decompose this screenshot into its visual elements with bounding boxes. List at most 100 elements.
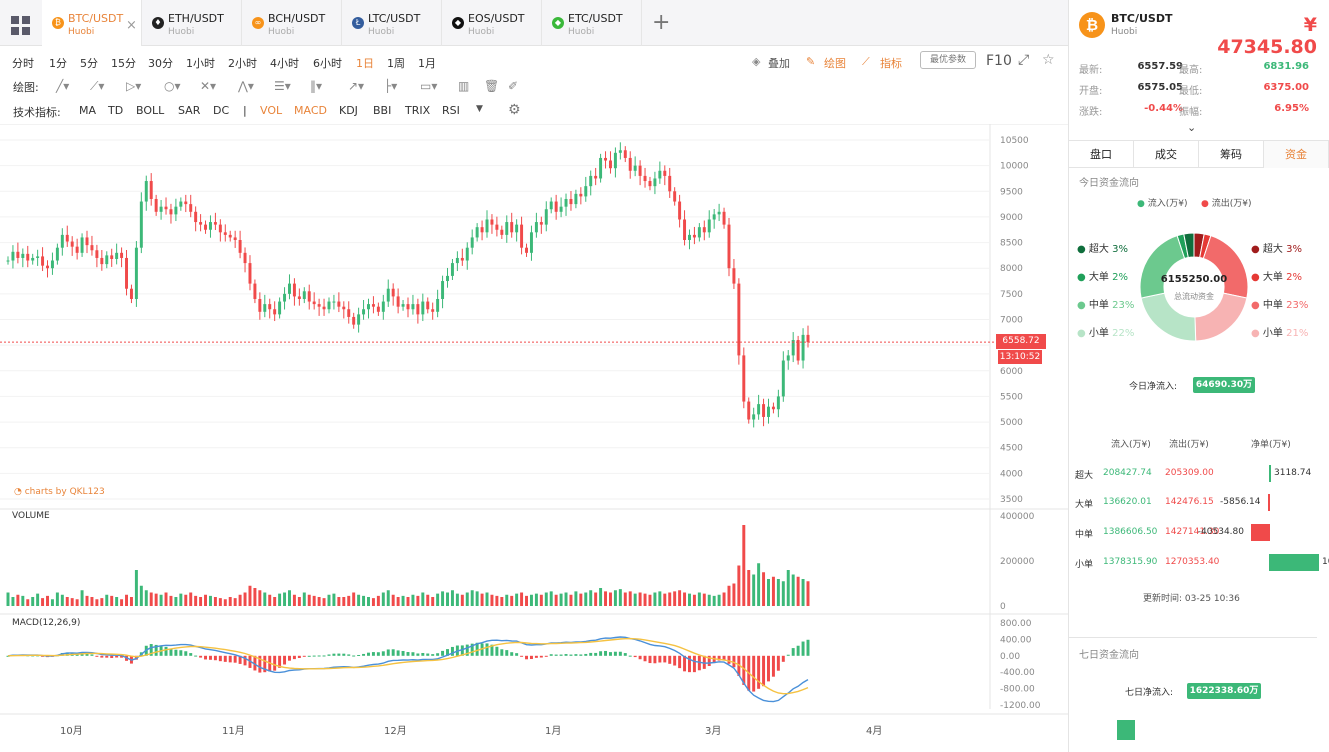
comment-tool-icon[interactable]: ▭▾ xyxy=(420,79,438,93)
volume-bar xyxy=(50,599,54,606)
volume-bar xyxy=(673,591,677,606)
fib-tool-icon[interactable]: ☰▾ xyxy=(274,79,291,93)
side-tab-2[interactable]: 筹码 xyxy=(1199,141,1264,168)
candle xyxy=(357,307,361,333)
interval-5[interactable]: 1小时 xyxy=(186,57,215,70)
star-icon[interactable]: ☆ xyxy=(1042,52,1055,68)
layers-icon[interactable]: ◈ xyxy=(752,55,761,68)
price-chart[interactable]: 1050010000950090008500800075007000650060… xyxy=(0,124,1068,752)
macd-hist-bar xyxy=(796,645,800,656)
candle xyxy=(643,167,647,188)
macd-hist-bar xyxy=(416,653,420,656)
line-chart-icon[interactable]: ⟋ xyxy=(862,55,870,68)
macd-hist-bar xyxy=(781,655,785,662)
cross-tool-icon[interactable]: ✕▾ xyxy=(200,79,217,93)
side-tab-1[interactable]: 成交 xyxy=(1134,141,1199,168)
interval-8[interactable]: 6小时 xyxy=(313,57,342,70)
price-tick: 8500 xyxy=(1000,239,1023,249)
close-icon[interactable]: × xyxy=(126,18,137,33)
macd-hist-bar xyxy=(95,655,99,657)
circle-tool-icon[interactable]: ○▾ xyxy=(164,79,181,93)
tab-etc-usdt[interactable]: ◆ ETC/USDT Huobi xyxy=(542,0,642,46)
interval-0[interactable]: 分时 xyxy=(12,57,34,70)
gear-icon[interactable]: ⚙ xyxy=(508,102,521,118)
candle xyxy=(786,350,790,370)
volume-bar xyxy=(712,595,716,606)
donut-segment xyxy=(1202,235,1249,299)
macd-hist-bar xyxy=(105,655,109,658)
side-tab-0[interactable]: 盘口 xyxy=(1069,141,1134,168)
candle xyxy=(539,216,543,234)
macd-hist-bar xyxy=(90,654,94,656)
polyline-tool-icon[interactable]: ▷▾ xyxy=(126,79,142,93)
interval-2[interactable]: 5分 xyxy=(80,57,98,70)
indicator-macd[interactable]: MACD xyxy=(294,104,327,117)
tab-btc-usdt[interactable]: ₿ BTC/USDT Huobi × xyxy=(42,0,142,46)
volume-bar xyxy=(554,594,558,606)
indicator-vol[interactable]: VOL xyxy=(260,104,283,117)
indicators-button[interactable]: 指标 xyxy=(880,57,902,70)
interval-11[interactable]: 1月 xyxy=(418,57,436,70)
candle xyxy=(470,229,474,255)
indicator-ma[interactable]: MA xyxy=(79,104,97,117)
pattern-tool-icon[interactable]: ⋀▾ xyxy=(238,79,254,93)
indicator-trix[interactable]: TRIX xyxy=(405,104,431,117)
interval-3[interactable]: 15分 xyxy=(111,57,136,70)
indicator-bbi[interactable]: BBI xyxy=(373,104,392,117)
interval-6[interactable]: 2小时 xyxy=(228,57,257,70)
chevron-down-icon[interactable]: ⌄ xyxy=(1187,121,1197,134)
ethereum-classic-icon: ◆ xyxy=(552,17,564,29)
volume-bar xyxy=(41,598,45,606)
indicator-dropdown-icon[interactable]: ▼ xyxy=(476,104,483,114)
tab-eth-usdt[interactable]: ♦ ETH/USDT Huobi xyxy=(142,0,242,46)
pencil-icon[interactable]: ✎ xyxy=(806,55,816,68)
fullscreen-icon[interactable]: ⤢ xyxy=(1018,52,1030,68)
chart-watermark: ◔ charts by QKL123 xyxy=(14,487,105,497)
volume-bar xyxy=(757,563,761,606)
interval-7[interactable]: 4小时 xyxy=(270,57,299,70)
ray-tool-icon[interactable]: ⟋▾ xyxy=(90,79,105,93)
overlay-button[interactable]: 叠加 xyxy=(768,57,790,70)
indicator-kdj[interactable]: KDJ xyxy=(339,104,358,117)
macd-hist-bar xyxy=(752,655,756,692)
left-flow-label: ● 中单 23% xyxy=(1077,300,1135,311)
candle xyxy=(781,351,785,402)
macd-hist-bar xyxy=(678,655,682,669)
candle xyxy=(776,389,780,418)
grid-menu-icon[interactable] xyxy=(11,16,31,36)
add-tab-icon[interactable]: + xyxy=(652,10,671,35)
interval-1[interactable]: 1分 xyxy=(49,57,67,70)
macd-hist-bar xyxy=(297,655,301,658)
f10-button[interactable]: F10 xyxy=(986,53,1012,69)
tab-ltc-usdt[interactable]: Ł LTC/USDT Huobi xyxy=(342,0,442,46)
macd-hist-bar xyxy=(697,655,701,671)
candle xyxy=(599,153,603,183)
candle xyxy=(623,146,627,163)
optimal-params-button[interactable]: 最优参数 xyxy=(920,51,976,69)
volume-bar xyxy=(801,579,805,606)
trash-icon[interactable]: 🗑 xyxy=(484,79,500,93)
row-net: 3118.74 xyxy=(1274,468,1312,478)
gann-tool-icon[interactable]: ‖▾ xyxy=(310,79,323,93)
line-tool-icon[interactable]: ╱▾ xyxy=(56,79,70,93)
side-tab-3[interactable]: 资金 xyxy=(1264,141,1329,168)
volume-bar xyxy=(559,593,563,606)
measure-tool-icon[interactable]: ├▾ xyxy=(384,79,398,93)
indicator-boll[interactable]: BOLL xyxy=(136,104,165,117)
tab-eos-usdt[interactable]: ◆ EOS/USDT Huobi xyxy=(442,0,542,46)
interval-10[interactable]: 1周 xyxy=(387,57,405,70)
indicator-dc[interactable]: DC xyxy=(213,104,230,117)
arrow-tool-icon[interactable]: ↗▾ xyxy=(348,79,365,93)
candle xyxy=(544,201,548,232)
eraser-icon[interactable]: ✐ xyxy=(508,79,519,93)
volume-bar xyxy=(742,525,746,606)
indicator-rsi[interactable]: RSI xyxy=(442,104,460,117)
indicator-td[interactable]: TD xyxy=(108,104,124,117)
bar-tool-icon[interactable]: ▥ xyxy=(458,79,470,93)
volume-bar xyxy=(534,593,538,606)
tab-bch-usdt[interactable]: ∞ BCH/USDT Huobi xyxy=(242,0,342,46)
interval-9[interactable]: 1日 xyxy=(356,57,374,70)
draw-button[interactable]: 绘图 xyxy=(824,57,846,70)
indicator-sar[interactable]: SAR xyxy=(178,104,201,117)
interval-4[interactable]: 30分 xyxy=(148,57,173,70)
